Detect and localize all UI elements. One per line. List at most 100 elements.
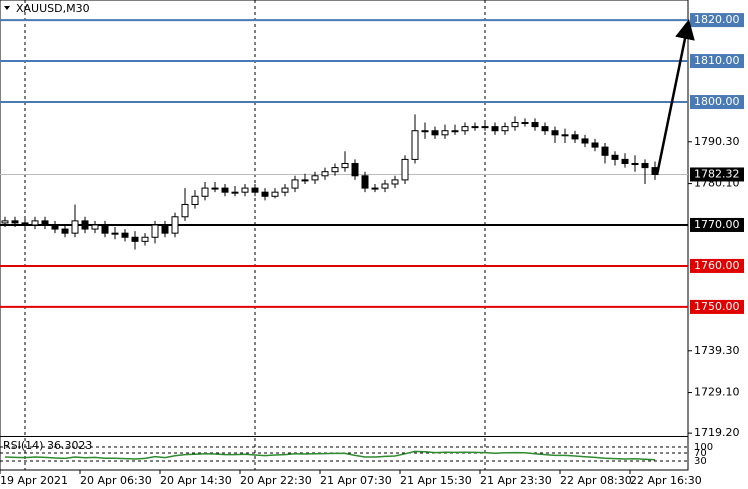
candle-body	[51, 224, 59, 230]
y-tick-label: 1729.10	[694, 386, 740, 399]
candle-body	[441, 130, 449, 136]
candle-body	[191, 195, 199, 205]
candle-body	[401, 158, 409, 181]
candle-body	[621, 158, 629, 164]
candle-body	[31, 220, 39, 226]
x-tick-label: 19 Apr 2021	[0, 474, 68, 487]
candle-body	[231, 191, 239, 194]
candle-body	[201, 187, 209, 197]
candle-body	[351, 163, 359, 177]
candle-body	[571, 134, 579, 140]
candle-body	[341, 163, 349, 169]
candle-body	[561, 134, 569, 137]
candle-body	[641, 163, 649, 169]
candle-body	[141, 236, 149, 242]
candle-body	[501, 126, 509, 132]
candle-body	[431, 130, 439, 136]
candle-body	[271, 191, 279, 197]
candle-body	[471, 126, 479, 129]
rsi-line	[4, 450, 656, 461]
rsi-tick-label: 70	[694, 448, 707, 459]
y-tick-label: 1719.20	[694, 426, 740, 439]
candle-body	[461, 126, 469, 132]
candle-body	[581, 138, 589, 144]
level-label: 1820.00	[694, 13, 740, 26]
candle-body	[301, 179, 309, 182]
candle-body	[421, 130, 429, 133]
candle-body	[631, 163, 639, 165]
level-label-box	[690, 299, 744, 314]
x-tick-label: 22 Apr 08:30	[560, 474, 632, 487]
plot-frame	[0, 0, 689, 471]
candle-body	[21, 222, 29, 226]
candle-body	[381, 183, 389, 189]
candle-body	[81, 220, 89, 230]
candle-body	[111, 232, 119, 235]
x-tick-label: 22 Apr 16:30	[630, 474, 702, 487]
candle-body	[491, 126, 499, 132]
x-tick-label: 20 Apr 22:30	[240, 474, 312, 487]
x-tick-label: 21 Apr 07:30	[320, 474, 392, 487]
level-label: 1750.00	[694, 300, 740, 313]
price-label: 1782.32	[694, 167, 740, 180]
candle-body	[411, 130, 419, 160]
level-label-box	[690, 54, 744, 69]
symbol-title: XAUUSD,M30	[16, 2, 90, 15]
menu-arrow[interactable]	[4, 6, 10, 10]
level-label-box	[690, 95, 744, 110]
candle-body	[601, 146, 609, 156]
level-label: 1810.00	[694, 54, 740, 67]
level-label-box	[690, 217, 744, 232]
x-tick-label: 20 Apr 06:30	[80, 474, 152, 487]
candle-body	[131, 236, 139, 242]
candle-body	[161, 224, 169, 234]
forecast-arrow	[655, 19, 695, 176]
candle-body	[71, 220, 79, 234]
candle-body	[321, 171, 329, 177]
candle-body	[451, 130, 459, 133]
y-tick-label: 1790.30	[694, 135, 740, 148]
candle-body	[41, 220, 49, 226]
candle-body	[291, 179, 299, 189]
candle-body	[371, 187, 379, 190]
candle-body	[541, 126, 549, 132]
rsi-tick-label: 30	[694, 456, 707, 467]
candle-body	[511, 122, 519, 128]
candle-body	[311, 175, 319, 181]
candle-body	[181, 203, 189, 218]
level-label: 1760.00	[694, 259, 740, 272]
candle-body	[611, 154, 619, 160]
level-label-box	[690, 258, 744, 273]
rsi-title: RSI(14) 36.3023	[3, 439, 92, 452]
price-label-box	[690, 167, 744, 182]
candle-body	[211, 187, 219, 190]
rsi-tick-label: 100	[694, 442, 713, 453]
candle-body	[151, 224, 159, 238]
candle-body	[261, 191, 269, 197]
candle-body	[221, 187, 229, 193]
candle-body	[551, 130, 559, 136]
candle-body	[481, 126, 489, 129]
candle-body	[391, 179, 399, 185]
candle-body	[361, 175, 369, 189]
candle-body	[241, 187, 249, 193]
candle-body	[171, 216, 179, 234]
candle-body	[251, 187, 259, 193]
level-label: 1800.00	[694, 95, 740, 108]
y-tick-label: 1739.30	[694, 344, 740, 357]
candle-body	[591, 142, 599, 148]
x-tick-label: 21 Apr 23:30	[480, 474, 552, 487]
candle-body	[331, 167, 339, 173]
candle-body	[101, 224, 109, 234]
candle-body	[531, 122, 539, 128]
x-tick-label: 20 Apr 14:30	[160, 474, 232, 487]
candle-body	[281, 187, 289, 193]
candle-body	[1, 220, 9, 224]
level-label: 1770.00	[694, 218, 740, 231]
candle-body	[91, 224, 99, 230]
x-tick-label: 21 Apr 15:30	[400, 474, 472, 487]
candle-body	[11, 220, 19, 224]
candle-body	[61, 228, 69, 234]
level-label-box	[690, 13, 744, 28]
